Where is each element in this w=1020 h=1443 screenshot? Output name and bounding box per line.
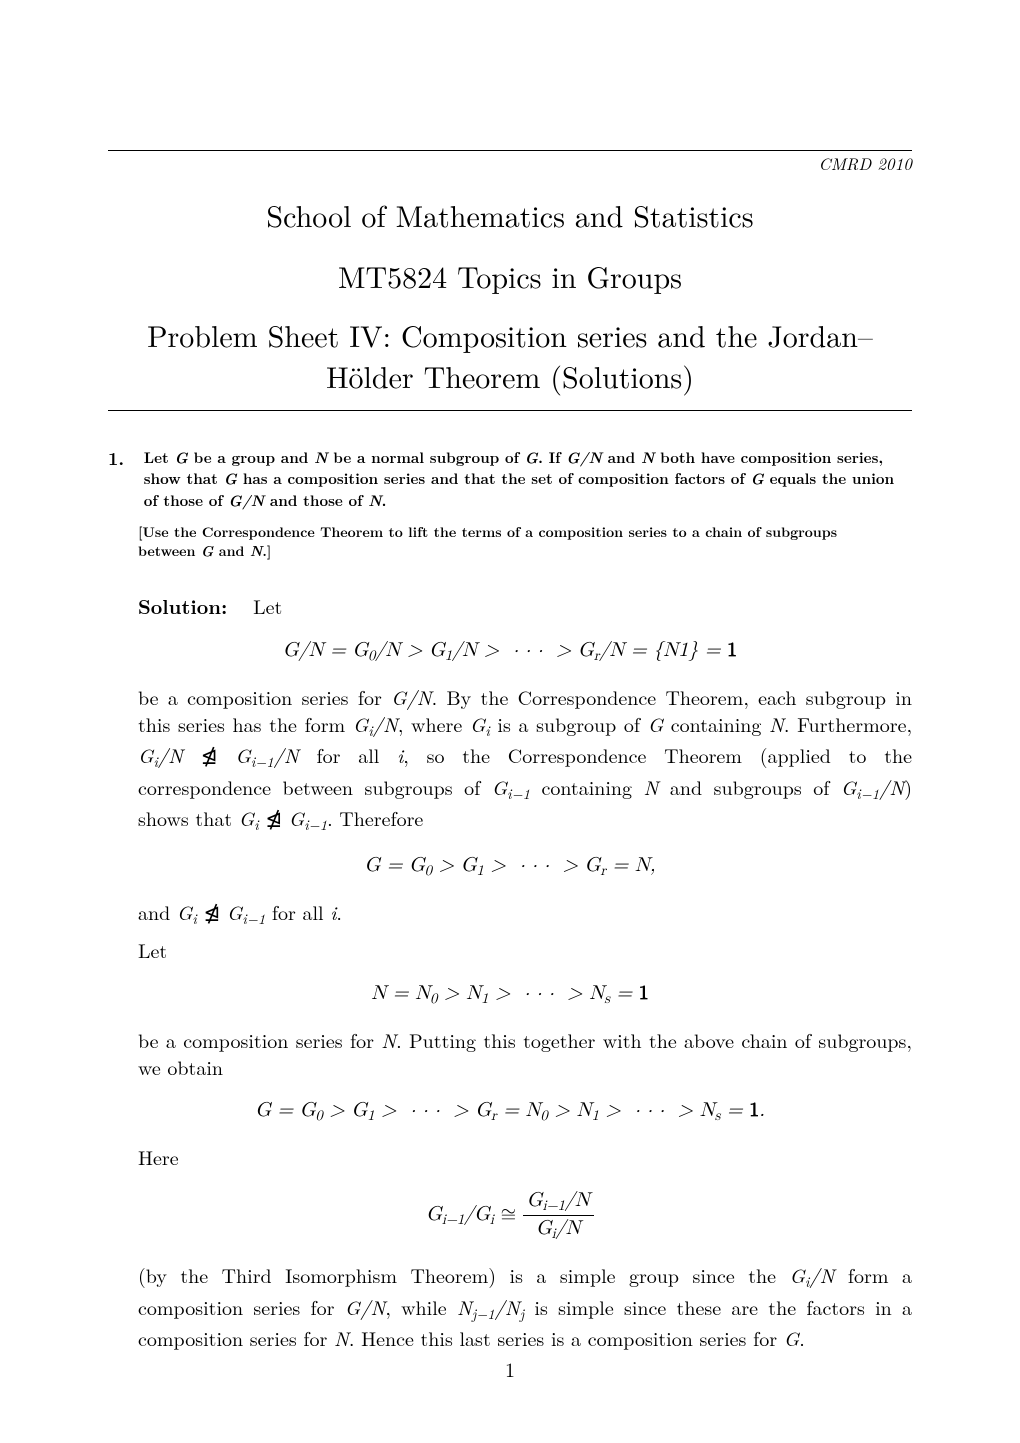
- paragraph-4: (by the Third Isomorphism Theorem) is a …: [138, 1261, 912, 1351]
- equation-4: G = G0 > G1 > · · · > Gr = N0 > N1 > · ·…: [108, 1098, 912, 1125]
- problem-statement: 1. Let G be a group and N be a normal su…: [108, 447, 912, 511]
- course-code: CMRD 2010: [108, 151, 912, 175]
- title-block: School of Mathematics and Statistics MT5…: [108, 193, 912, 396]
- equation-2: G = G0 > G1 > · · · > Gr = N,: [108, 853, 912, 880]
- paragraph-3: be a composition series for N. Putting t…: [138, 1026, 912, 1080]
- mid-rule: [108, 410, 912, 411]
- let-1: Let: [253, 591, 282, 620]
- paragraph-2: and Gi ⋬ Gi−1 for all i.: [138, 898, 912, 929]
- solution-word: Solution:: [138, 591, 227, 620]
- equation-5: Gi−1/Gi ≅ Gi−1/N Gi/N: [108, 1188, 912, 1243]
- course-title: MT5824 Topics in Groups: [108, 254, 912, 297]
- let-2: Let: [138, 936, 912, 963]
- problem-body: Let G be a group and N be a normal subgr…: [144, 447, 904, 511]
- page: CMRD 2010 School of Mathematics and Stat…: [0, 0, 1020, 1351]
- equation-1: G/N = G0/N > G1/N > · · · > Gr/N = {N1} …: [108, 638, 912, 665]
- solution-label: Solution: Let: [138, 591, 912, 620]
- school-title: School of Mathematics and Statistics: [108, 193, 912, 236]
- sheet-title: Problem Sheet IV: Composition series and…: [108, 315, 912, 396]
- here: Here: [138, 1143, 912, 1170]
- paragraph-1: be a composition series for G/N. By the …: [138, 683, 912, 836]
- page-number: 1: [0, 1354, 1020, 1383]
- problem-hint: [Use the Correspondence Theorem to lift …: [138, 523, 898, 561]
- equation-3: N = N0 > N1 > · · · > Ns = 1: [108, 981, 912, 1008]
- problem-number: 1.: [108, 447, 138, 471]
